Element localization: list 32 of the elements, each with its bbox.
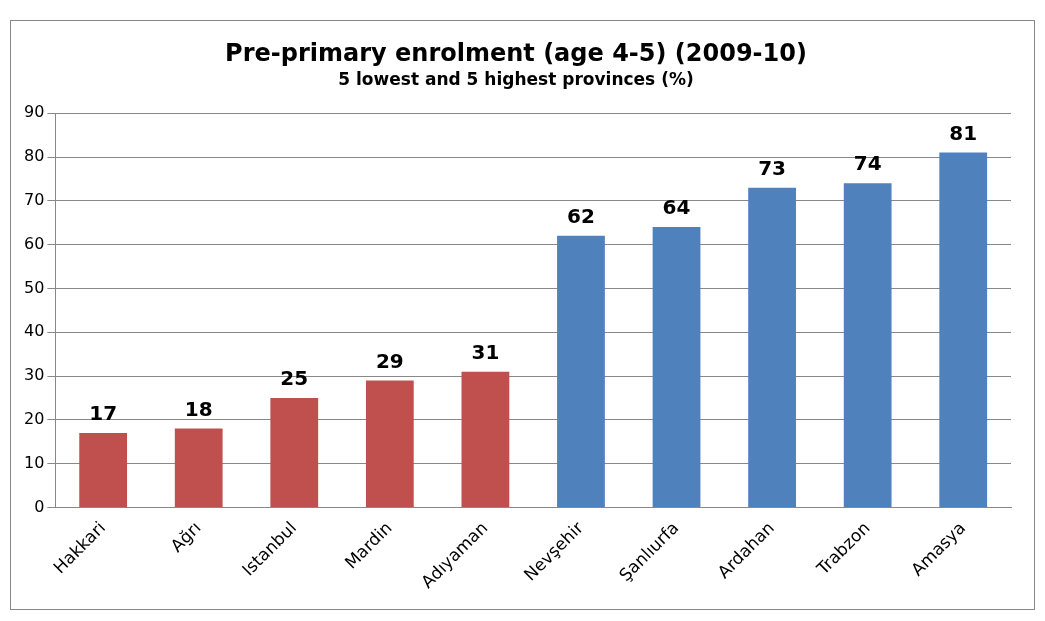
y-tick-label: 0 <box>34 496 45 516</box>
bar <box>79 432 128 507</box>
data-label: 25 <box>280 366 309 391</box>
chart-subtitle: 5 lowest and 5 highest provinces (%) <box>338 69 694 90</box>
data-label: 81 <box>949 120 978 145</box>
bar <box>652 227 701 507</box>
data-label: 73 <box>758 155 787 180</box>
y-tick-label: 50 <box>24 277 45 297</box>
data-label: 64 <box>662 195 691 220</box>
chart-title: Pre-primary enrolment (age 4-5) (2009-10) <box>225 38 807 67</box>
y-tick-label: 80 <box>24 146 45 166</box>
y-tick-label: 60 <box>24 233 45 253</box>
bar <box>174 428 223 507</box>
data-label: 74 <box>853 151 882 176</box>
y-tick-label: 90 <box>24 102 45 122</box>
y-tick-label: 40 <box>24 321 45 341</box>
y-tick-label: 10 <box>24 452 45 472</box>
y-tick-label: 70 <box>24 189 45 209</box>
data-label: 18 <box>184 396 213 421</box>
y-tick-label: 20 <box>24 408 45 428</box>
bar <box>557 235 605 507</box>
data-label: 17 <box>89 401 118 426</box>
bar <box>365 380 414 507</box>
bar <box>270 397 319 507</box>
bar <box>748 187 796 507</box>
y-tick-label: 30 <box>24 365 45 385</box>
bar <box>843 183 892 507</box>
data-label: 29 <box>375 348 404 373</box>
data-label: 31 <box>471 339 500 364</box>
bar <box>939 152 988 507</box>
bar <box>461 371 510 507</box>
data-label: 62 <box>567 204 595 229</box>
